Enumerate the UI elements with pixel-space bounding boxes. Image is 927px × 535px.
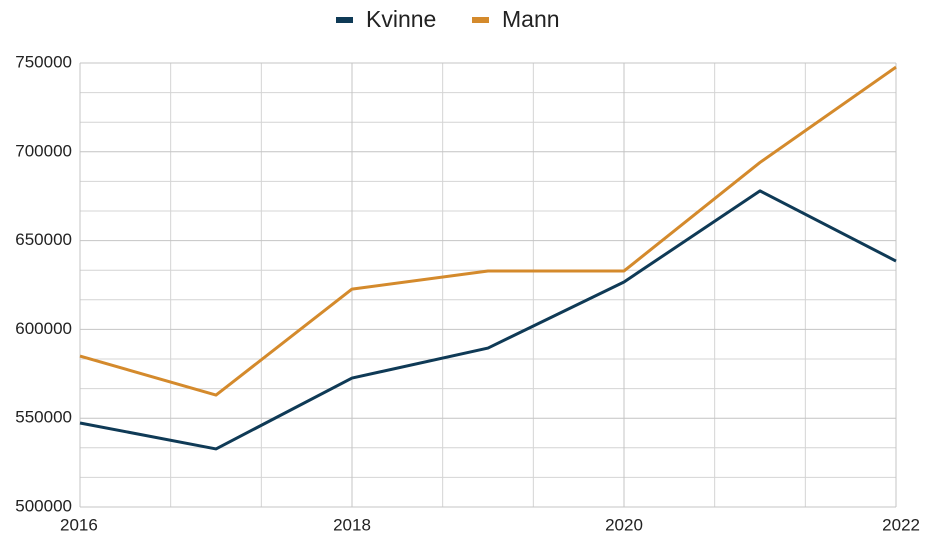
y-tick-label: 600000 (15, 319, 72, 338)
legend-swatch (336, 17, 353, 23)
y-tick-label: 750000 (15, 52, 72, 71)
line-series (79, 189, 897, 451)
y-tick-label: 550000 (15, 408, 72, 427)
legend-label: Mann (502, 6, 560, 32)
legend-label: Kvinne (366, 6, 436, 32)
y-tick-label: 700000 (15, 141, 72, 160)
x-tick-label: 2018 (333, 515, 371, 534)
x-tick-label: 2020 (605, 515, 643, 534)
y-tick-label: 650000 (15, 230, 72, 249)
line-series (79, 65, 897, 397)
y-tick-label: 500000 (15, 496, 72, 515)
x-tick-label: 2016 (60, 515, 98, 534)
x-tick-label: 2022 (882, 515, 920, 534)
legend-swatch (472, 17, 489, 23)
